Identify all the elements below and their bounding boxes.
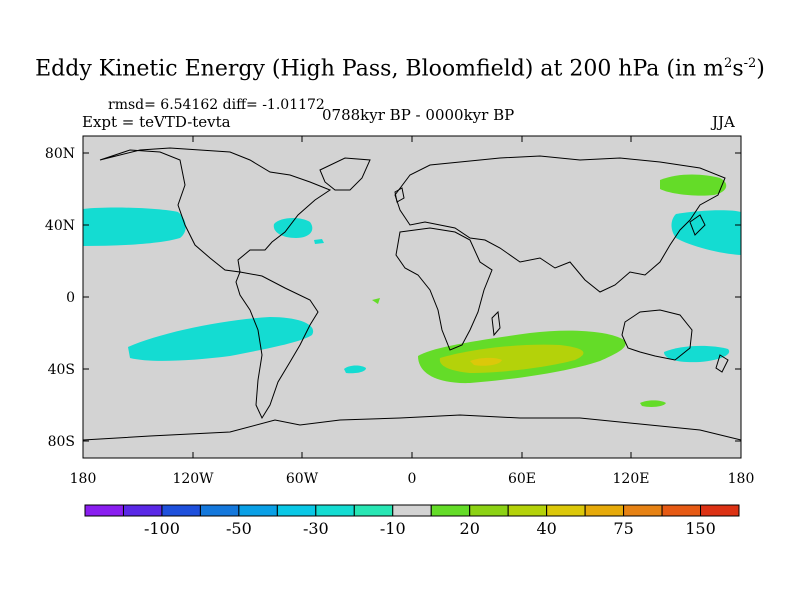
colorbar-label: -50	[226, 519, 252, 538]
colorbar-label: 75	[613, 519, 633, 538]
madagascar-coast	[491, 310, 501, 337]
colorbar-swatch	[238, 504, 278, 517]
southern-ocean-positive-region	[640, 400, 666, 407]
colorbar-label: -10	[380, 519, 406, 538]
south-pacific-negative-region	[128, 317, 314, 361]
colorbar-swatch	[315, 504, 355, 517]
colorbar-swatch	[276, 504, 317, 517]
north-america-coast	[99, 147, 332, 273]
colorbar-swatch	[623, 504, 663, 517]
lat-tick-label: 0	[66, 290, 75, 306]
north-atlantic-small-negative-region	[314, 239, 324, 244]
lon-tick-label: 60W	[286, 471, 319, 487]
colorbar-swatch	[199, 504, 240, 517]
stats-label: rmsd= 6.54162 diff= -1.01172	[108, 97, 325, 113]
southern-indian-ocean-core-region	[470, 357, 502, 366]
colorbar-swatch	[392, 504, 432, 517]
japan-coast	[689, 214, 706, 236]
north-pacific-negative-region	[83, 207, 186, 246]
lon-tick-label: 180	[70, 471, 97, 487]
colorbar-swatch	[122, 504, 163, 517]
lon-tick-label: 180	[728, 471, 755, 487]
anomaly-layer	[83, 174, 741, 407]
africa-coast	[395, 227, 493, 351]
equatorial-positive-region	[372, 298, 380, 304]
colorbar	[84, 504, 740, 517]
colorbar-swatch	[353, 504, 394, 517]
lat-tick-label: 80S	[48, 434, 75, 450]
greenland-coast	[319, 157, 371, 191]
lat-tick-label: 80N	[45, 146, 75, 162]
colorbar-swatch	[84, 504, 124, 517]
colorbar-swatch	[546, 504, 586, 517]
colorbar-label: 150	[685, 519, 716, 538]
colorbar-swatch	[700, 504, 740, 517]
colorbar-labels: -100 -50 -30 -10 20 40 75 150	[144, 519, 716, 538]
longitude-axis: 180 120W 60W 0 60E 120E 180	[70, 136, 755, 487]
colorbar-swatch	[507, 504, 548, 517]
southern-indian-ocean-strong-region	[439, 344, 584, 373]
south-america-coast	[235, 271, 319, 420]
lat-tick-label: 40N	[45, 218, 75, 234]
lon-tick-label: 0	[408, 471, 417, 487]
lon-tick-label: 120E	[613, 471, 650, 487]
lon-tick-label: 60E	[508, 471, 536, 487]
map-background	[83, 136, 741, 458]
lon-tick-label: 120W	[172, 471, 214, 487]
siberia-positive-region	[660, 174, 727, 196]
coastlines	[82, 147, 742, 441]
colorbar-swatch	[584, 504, 625, 517]
lat-tick-label: 40S	[48, 362, 75, 378]
british-isles-coast	[394, 187, 405, 203]
period-label: 0788kyr BP - 0000kyr BP	[322, 106, 515, 124]
latitude-axis: 80N 40N 0 40S 80S	[45, 146, 741, 450]
plot-title: Eddy Kinetic Energy (High Pass, Bloomfie…	[35, 56, 765, 82]
eurasia-coast	[394, 155, 726, 293]
antarctica-coast	[82, 414, 742, 441]
new-zealand-coast	[715, 354, 729, 373]
colorbar-swatch	[661, 504, 702, 517]
colorbar-swatch	[430, 504, 471, 517]
australia-coast	[621, 309, 693, 361]
australia-negative-region	[664, 345, 730, 363]
colorbar-label: -30	[303, 519, 329, 538]
colorbar-label: 40	[536, 519, 556, 538]
south-atlantic-negative-region	[344, 365, 366, 374]
experiment-label: Expt = teVTD-tevta	[82, 113, 231, 131]
season-label: JJA	[712, 113, 735, 131]
colorbar-swatch	[161, 504, 201, 517]
colorbar-label: -100	[144, 519, 180, 538]
colorbar-label: 20	[460, 519, 480, 538]
colorbar-swatch	[469, 504, 509, 517]
